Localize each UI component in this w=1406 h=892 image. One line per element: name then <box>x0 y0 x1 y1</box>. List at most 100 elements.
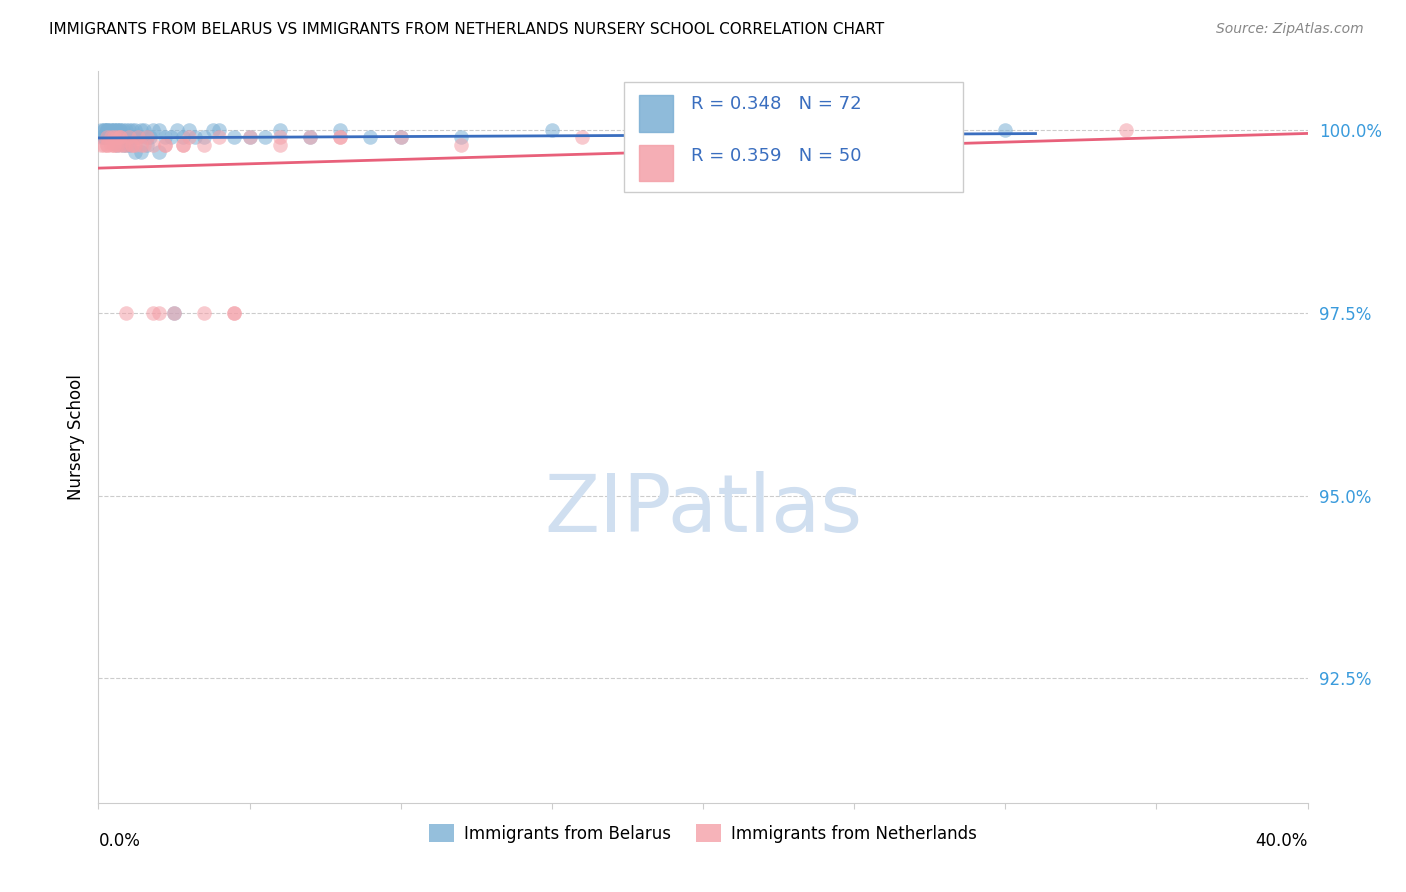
Text: IMMIGRANTS FROM BELARUS VS IMMIGRANTS FROM NETHERLANDS NURSERY SCHOOL CORRELATIO: IMMIGRANTS FROM BELARUS VS IMMIGRANTS FR… <box>49 22 884 37</box>
Point <box>571 130 593 145</box>
FancyBboxPatch shape <box>624 82 963 192</box>
Point <box>103 123 125 137</box>
Point <box>179 123 201 137</box>
Point <box>153 137 176 152</box>
Bar <box>638 145 673 181</box>
Point <box>160 130 183 145</box>
Point <box>111 137 134 152</box>
Point <box>100 130 122 145</box>
Point <box>105 123 128 137</box>
Point <box>208 130 231 145</box>
Point <box>269 123 291 137</box>
Point <box>111 137 134 152</box>
Legend: Immigrants from Belarus, Immigrants from Netherlands: Immigrants from Belarus, Immigrants from… <box>422 818 984 849</box>
Point <box>139 130 162 145</box>
Point <box>93 130 115 145</box>
Point <box>172 137 194 152</box>
Point <box>129 123 152 137</box>
Point <box>96 123 118 137</box>
Point <box>202 123 225 137</box>
Point <box>114 130 136 145</box>
Point <box>96 123 118 137</box>
Point <box>172 137 194 152</box>
Point <box>100 130 122 145</box>
Point <box>90 137 112 152</box>
Point <box>90 130 112 145</box>
Point <box>253 130 276 145</box>
Point <box>153 137 176 152</box>
Text: 0.0%: 0.0% <box>98 832 141 850</box>
Text: 40.0%: 40.0% <box>1256 832 1308 850</box>
Point <box>96 130 118 145</box>
Point <box>124 137 146 152</box>
Point <box>105 130 128 145</box>
Point <box>450 130 472 145</box>
Point <box>108 130 131 145</box>
Point <box>360 130 382 145</box>
Point <box>118 137 141 152</box>
Point <box>269 137 291 152</box>
Y-axis label: Nursery School: Nursery School <box>66 374 84 500</box>
Point <box>96 137 118 152</box>
Point <box>184 130 207 145</box>
Text: R = 0.359   N = 50: R = 0.359 N = 50 <box>690 147 862 165</box>
Point <box>114 306 136 320</box>
Point <box>114 137 136 152</box>
Point <box>132 123 155 137</box>
Point <box>127 130 149 145</box>
Point <box>299 130 322 145</box>
Point <box>239 130 262 145</box>
Point <box>96 130 118 145</box>
Point <box>163 306 186 320</box>
Point <box>148 145 170 159</box>
Point <box>224 306 246 320</box>
Point <box>105 123 128 137</box>
Point <box>103 130 125 145</box>
Point <box>93 130 115 145</box>
Point <box>100 137 122 152</box>
Point <box>193 130 215 145</box>
Point <box>114 123 136 137</box>
Point <box>124 145 146 159</box>
Point <box>129 137 152 152</box>
Point <box>127 130 149 145</box>
Point <box>540 123 562 137</box>
Point <box>103 137 125 152</box>
Point <box>90 123 112 137</box>
Point <box>148 123 170 137</box>
Point <box>114 137 136 152</box>
Point <box>108 123 131 137</box>
Point <box>118 123 141 137</box>
Point <box>129 145 152 159</box>
Point <box>148 306 170 320</box>
Point <box>389 130 412 145</box>
Point <box>172 130 194 145</box>
Point <box>135 137 157 152</box>
Point <box>142 137 165 152</box>
Point <box>142 123 165 137</box>
Point <box>96 130 118 145</box>
Point <box>108 130 131 145</box>
Point <box>93 123 115 137</box>
Point <box>124 123 146 137</box>
Point <box>105 130 128 145</box>
Point <box>118 130 141 145</box>
Point <box>105 137 128 152</box>
Point <box>96 123 118 137</box>
Point <box>450 137 472 152</box>
Text: Source: ZipAtlas.com: Source: ZipAtlas.com <box>1216 22 1364 37</box>
Point <box>179 130 201 145</box>
Point <box>108 137 131 152</box>
Point <box>224 306 246 320</box>
Point <box>96 137 118 152</box>
Bar <box>638 95 673 132</box>
Point <box>100 130 122 145</box>
Point <box>103 130 125 145</box>
Point <box>93 137 115 152</box>
Point <box>1115 123 1137 137</box>
Point <box>121 137 143 152</box>
Point <box>118 130 141 145</box>
Point <box>193 306 215 320</box>
Point <box>142 306 165 320</box>
Text: R = 0.348   N = 72: R = 0.348 N = 72 <box>690 95 862 113</box>
